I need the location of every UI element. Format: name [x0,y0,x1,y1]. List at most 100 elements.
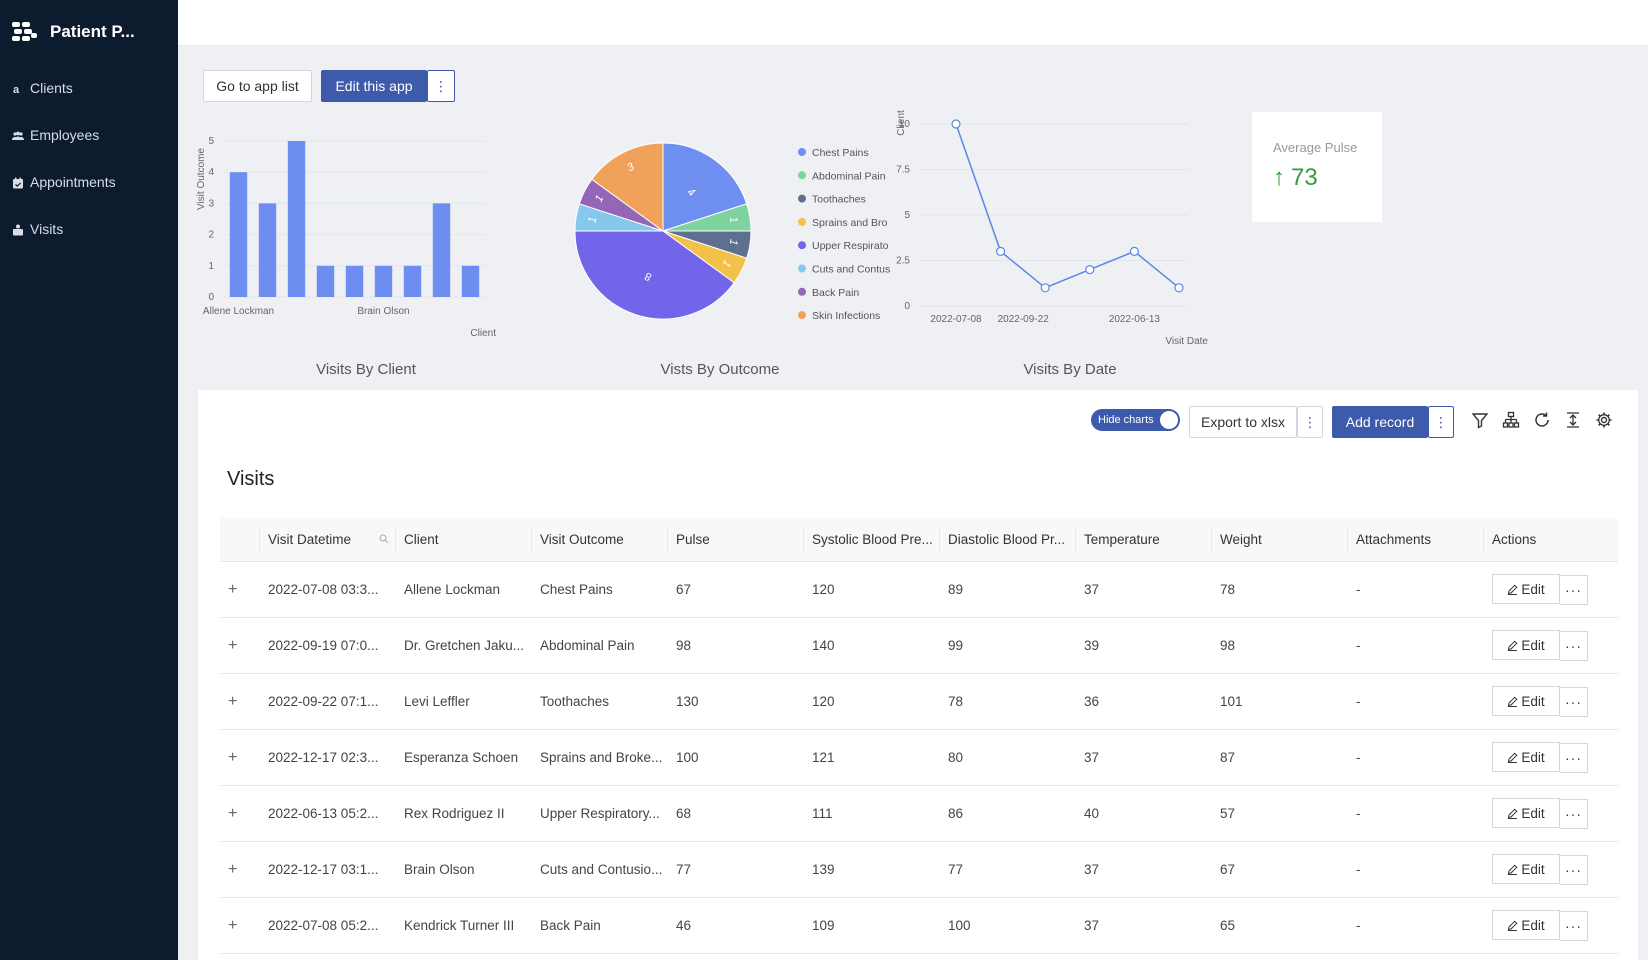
legend-swatch [798,194,806,203]
expand-row-icon[interactable]: + [228,636,238,654]
cell-temp: 37 [1084,750,1100,765]
expand-cell: + [220,805,260,823]
sidebar-item-clients[interactable]: a Clients [0,64,178,111]
cell-att: - [1356,638,1361,653]
column-header-visit-outcome[interactable]: Visit Outcome [532,528,668,551]
sidebar-item-appointments[interactable]: Appointments [0,158,178,205]
edit-label: Edit [1521,749,1545,765]
hierarchy-icon[interactable] [1502,411,1520,429]
filter-icon[interactable] [1471,411,1489,429]
app-logo-icon [12,21,38,43]
cell-temp: 40 [1084,806,1100,821]
x-tick-label: 2022-09-22 [998,314,1050,325]
column-header-attachments[interactable]: Attachments [1348,528,1484,551]
cell-pulse: 67 [676,582,692,597]
add-record-button[interactable]: Add record [1332,406,1428,438]
sidebar-item-visits[interactable]: Visits [0,205,178,252]
edit-row-button[interactable]: Edit [1492,686,1560,717]
cell-weight: 78 [1220,582,1236,597]
cell-att: - [1356,582,1361,597]
edit-app-more-button[interactable]: ⋮ [427,70,455,102]
edit-row-button[interactable]: Edit [1492,910,1560,941]
expand-row-icon[interactable]: + [228,692,238,710]
go-to-app-list-button[interactable]: Go to app list [203,70,312,102]
cell-weight: 101 [1220,694,1243,709]
column-header-temperature[interactable]: Temperature [1076,528,1212,551]
table-row: +2022-09-19 07:0... Dr. Gretchen Jaku... A… [220,618,1618,674]
expand-row-icon[interactable]: + [228,860,238,878]
actions-cell: Edit ··· [1484,630,1618,661]
pie-slice-label: 1 [720,258,733,269]
visits-by-date-title: Visits By Date [1023,361,1117,378]
column-header-diastolic[interactable]: Diastolic Blood Pr... [940,528,1076,551]
x-tick-label: 2022-07-08 [930,314,982,325]
expand-row-icon[interactable]: + [228,748,238,766]
cell-weight: 65 [1220,918,1236,933]
kpi-value: ↑ 73 [1273,164,1318,192]
cell-client: Esperanza Schoen [404,750,519,765]
column-header-visit-datetime[interactable]: Visit Datetime [260,528,396,551]
legend-entry: Skin Infections [812,310,880,322]
column-header-systolic[interactable]: Systolic Blood Pre... [804,528,940,551]
sidebar-item-label: Visits [30,220,64,237]
table-row: +2022-07-08 03:3... Allene Lockman Chest P… [220,562,1618,618]
legend-swatch [798,264,806,273]
edit-row-button[interactable]: Edit [1492,742,1560,773]
edit-label: Edit [1521,805,1545,821]
cell-pulse: 98 [676,638,692,653]
actions-cell: Edit ··· [1484,742,1618,773]
add-record-more-button[interactable]: ⋮ [1428,406,1454,438]
gear-icon[interactable] [1595,411,1613,429]
y-tick-label: 1 [208,261,214,272]
y-tick-label: 7.5 [896,165,910,176]
actions-cell: Edit ··· [1484,798,1618,829]
column-header-weight[interactable]: Weight [1212,528,1348,551]
cell-pulse: 68 [676,806,692,821]
search-icon[interactable] [379,534,389,544]
expand-row-icon[interactable]: + [228,580,238,598]
edit-row-button[interactable]: Edit [1492,854,1560,885]
cell-weight: 87 [1220,750,1236,765]
visit-icon [12,223,24,235]
cell-dia: 86 [948,806,964,821]
x-tick-label: Allene Lockman [203,306,274,317]
pie-slice [591,142,664,232]
row-more-button[interactable]: ··· [1560,798,1588,829]
row-more-button[interactable]: ··· [1560,630,1588,661]
edit-row-button[interactable]: Edit [1492,798,1560,829]
row-more-button[interactable]: ··· [1560,854,1588,885]
visits-by-outcome-title: Vists By Outcome [660,361,780,378]
cell-att: - [1356,862,1361,877]
client-icon: a [12,82,24,96]
y-tick-label: 2 [208,230,214,241]
table-row: +2022-07-08 05:2... Kendrick Turner III Ba… [220,898,1618,954]
pie-slice-label: 1 [586,216,599,224]
legend-swatch [798,171,806,180]
sidebar-item-label: Employees [30,126,100,143]
row-more-button[interactable]: ··· [1560,574,1588,605]
edit-row-button[interactable]: Edit [1492,574,1560,605]
cell-dt: 2022-12-17 02:3... [268,750,379,765]
row-more-button[interactable]: ··· [1560,742,1588,773]
row-more-button[interactable]: ··· [1560,686,1588,717]
edit-label: Edit [1521,917,1545,933]
export-more-button[interactable]: ⋮ [1297,406,1323,438]
cell-temp: 39 [1084,638,1100,653]
brand[interactable]: Patient P... [0,0,178,64]
expand-row-icon[interactable]: + [228,804,238,822]
text-height-icon[interactable] [1564,411,1582,429]
cell-sys: 120 [812,582,835,597]
export-xlsx-button[interactable]: Export to xlsx [1189,406,1297,438]
refresh-icon[interactable] [1533,411,1551,429]
column-header-client[interactable]: Client [396,528,532,551]
expand-row-icon[interactable]: + [228,916,238,934]
edit-this-app-button[interactable]: Edit this app [321,70,427,102]
hide-charts-toggle[interactable]: Hide charts [1091,409,1180,431]
cell-sys: 120 [812,694,835,709]
column-header-pulse[interactable]: Pulse [668,528,804,551]
row-more-button[interactable]: ··· [1560,910,1588,941]
x-tick-label: 2022-06-13 [1109,314,1161,325]
x-axis-label: Client [470,328,496,339]
sidebar-item-employees[interactable]: Employees [0,111,178,158]
edit-row-button[interactable]: Edit [1492,630,1560,661]
